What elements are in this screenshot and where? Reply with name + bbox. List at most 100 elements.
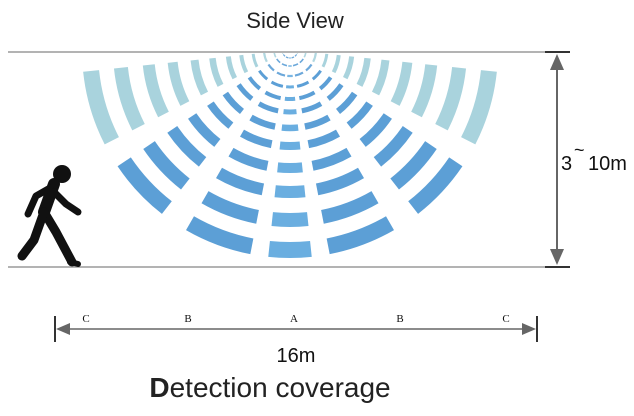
detection-arc-segment: [143, 141, 190, 190]
detection-arc-segment: [240, 129, 273, 149]
detection-arc-segment: [277, 162, 303, 173]
detection-arc-segment: [225, 56, 238, 80]
height-arrow-head-up: [550, 54, 564, 70]
detection-arc-segment: [186, 216, 254, 255]
detection-arc-segment: [249, 114, 276, 130]
detection-arcs: [83, 53, 497, 258]
detection-arc-segment: [239, 54, 249, 74]
detection-arc-segment: [263, 53, 268, 63]
detection-arc-segment: [228, 147, 269, 171]
detection-arc-segment: [326, 216, 394, 255]
detection-arc-segment: [390, 61, 413, 106]
detection-arc-segment: [373, 125, 413, 167]
detection-arc-segment: [294, 71, 304, 77]
detection-arc-segment: [346, 101, 373, 129]
detection-arc-segment: [305, 63, 313, 72]
detection-arc-segment: [320, 191, 379, 224]
diagram-caption: Detection coverage: [0, 372, 540, 404]
caption-initial: D: [149, 372, 170, 403]
detection-arc-segment: [276, 58, 281, 64]
diagram-title: Side View: [246, 8, 344, 33]
detection-arc-segment: [294, 54, 298, 57]
detection-arc-segment: [342, 56, 355, 80]
range-dimension: [54, 316, 538, 342]
zone-label: B: [396, 313, 403, 325]
detection-arc-segment: [216, 167, 265, 196]
detection-arc-segment: [279, 141, 301, 150]
detection-arc-segment: [296, 80, 310, 88]
detection-arc-segment: [274, 185, 306, 198]
height-dimension: [545, 51, 570, 268]
detection-arc-segment: [331, 54, 341, 74]
detection-arc-segment: [209, 57, 224, 87]
detection-arc-segment: [267, 63, 275, 72]
detection-arc-segment: [298, 90, 316, 101]
detection-arc-segment: [236, 83, 254, 101]
height-label-prefix: 3: [561, 153, 572, 175]
zone-label: A: [290, 313, 298, 325]
detection-arc-segment: [281, 53, 284, 54]
detection-arc-segment: [264, 90, 282, 101]
detection-arc-segment: [326, 83, 344, 101]
detection-arc-segment: [285, 56, 289, 59]
detection-arc-segment: [335, 91, 358, 115]
detection-arc-segment: [281, 63, 288, 67]
detection-arc-segment: [315, 167, 364, 196]
detection-arc-segment: [270, 80, 284, 88]
detection-arc-segment: [435, 66, 467, 131]
detection-arc-segment: [296, 53, 299, 54]
detection-arc-segment: [222, 91, 245, 115]
detection-arc-segment: [318, 76, 333, 91]
detection-arc-segment: [190, 59, 209, 96]
detection-arc-segment: [359, 113, 392, 147]
detection-arc-segment: [304, 114, 331, 130]
detection-arc-segment: [312, 53, 317, 63]
detection-arc-segment: [117, 157, 172, 214]
detection-arc-segment: [311, 147, 352, 171]
detection-arc-segment: [251, 53, 259, 68]
height-label-suffix: 10m: [588, 153, 627, 175]
detection-arc-segment: [282, 54, 286, 57]
detection-arc-segment: [201, 191, 260, 224]
detection-arc-segment: [271, 212, 309, 227]
detection-arc-segment: [292, 63, 299, 67]
detection-arc-segment: [299, 58, 304, 64]
detection-arc-segment: [311, 69, 322, 81]
detection-arc-segment: [301, 101, 323, 114]
detection-arc-segment: [273, 53, 277, 58]
caption-text: etection coverage: [169, 372, 391, 403]
range-label: 16m: [277, 345, 316, 367]
detection-arc-segment: [408, 157, 463, 214]
zone-label: C: [502, 313, 509, 325]
zone-label: B: [184, 313, 191, 325]
detection-arc-segment: [268, 240, 312, 258]
detection-arc-segment: [167, 61, 190, 106]
detection-arc-segment: [207, 101, 234, 129]
running-person-icon: [17, 165, 82, 267]
detection-arc-segment: [461, 69, 497, 145]
detection-arc-segment: [321, 53, 329, 68]
height-label-tilde: ~: [574, 140, 585, 160]
detection-arc-segment: [307, 129, 340, 149]
range-arrow-head-right: [522, 323, 536, 335]
detection-arc-segment: [167, 125, 207, 167]
detection-arc-segment: [276, 71, 286, 77]
detection-arc-segment: [83, 69, 119, 145]
detection-arc-segment: [142, 64, 169, 118]
detection-arc-segment: [390, 141, 437, 190]
detection-arc-segment: [113, 66, 145, 131]
detection-arc-segment: [303, 53, 307, 58]
detection-arc-segment: [411, 64, 438, 118]
detection-arc-segment: [258, 69, 269, 81]
detection-arc-segment: [247, 76, 262, 91]
detection-arc-segment: [188, 113, 221, 147]
detection-arc-segment: [291, 56, 295, 59]
range-arrow-head-left: [56, 323, 70, 335]
height-arrow-head-down: [550, 249, 564, 265]
zone-label: C: [82, 313, 89, 325]
detection-arc-segment: [257, 101, 279, 114]
detection-arc-segment: [356, 57, 371, 87]
